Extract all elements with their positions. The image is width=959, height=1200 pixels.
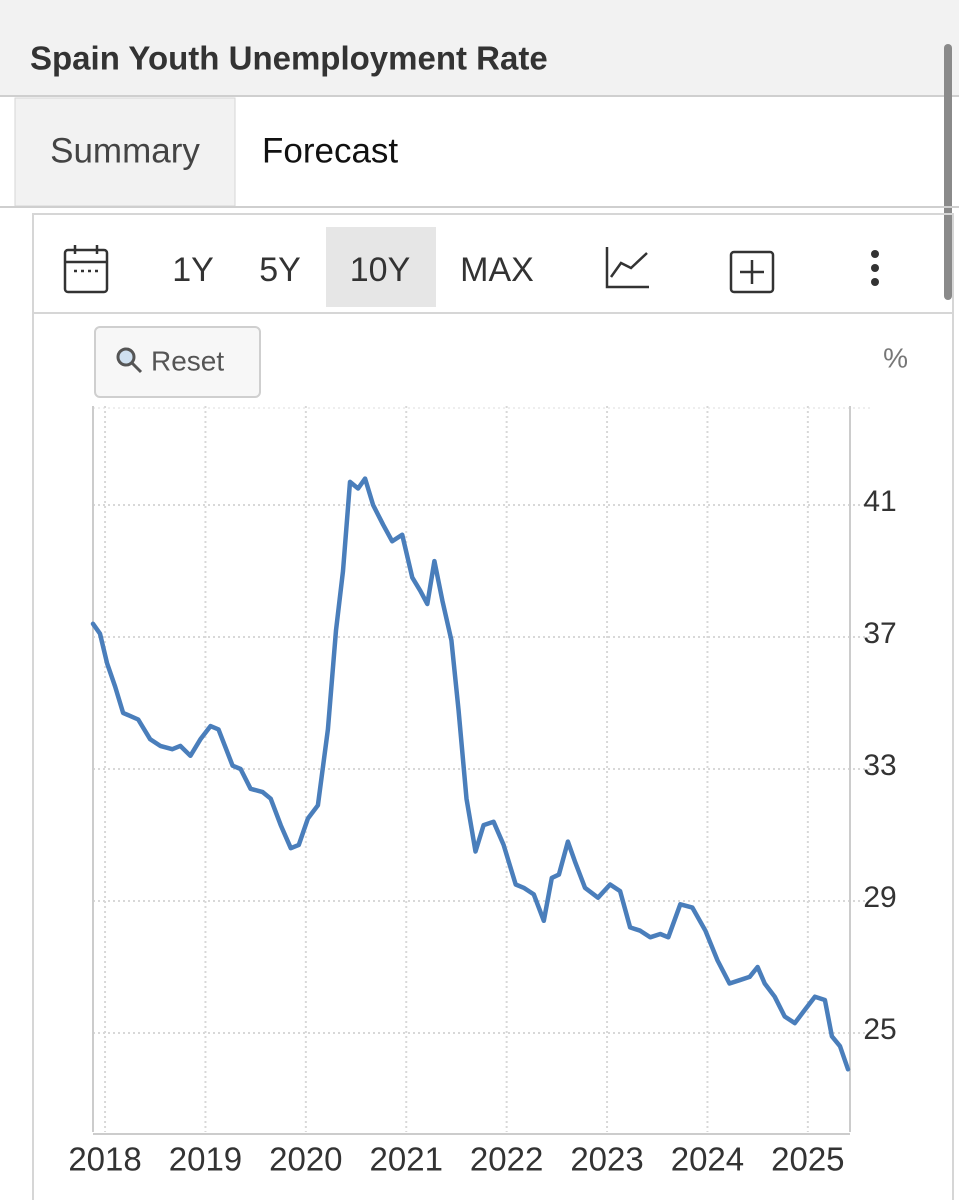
- x-tick-label: 2022: [470, 1141, 543, 1178]
- range-selected-bg: [326, 227, 436, 307]
- y-tick-label: 29: [863, 881, 896, 914]
- y-tick-label: 37: [863, 617, 896, 650]
- x-tick-label: 2019: [169, 1141, 242, 1178]
- y-tick-label: 41: [863, 485, 896, 518]
- chart-panel: [32, 213, 954, 1200]
- x-tick-label: 2025: [771, 1141, 844, 1178]
- x-tick-label: 2021: [370, 1141, 443, 1178]
- range-button[interactable]: 10Y: [350, 251, 411, 289]
- range-button[interactable]: 5Y: [259, 251, 301, 289]
- y-tick-label: 33: [863, 749, 896, 782]
- data-line: [90, 476, 851, 1072]
- calendar-icon[interactable]: [63, 245, 109, 294]
- page-title: Spain Youth Unemployment Rate: [30, 40, 548, 77]
- y-tick-label: 25: [863, 1013, 896, 1046]
- scrollbar: [944, 44, 952, 300]
- range-button[interactable]: 1Y: [172, 251, 214, 289]
- tab[interactable]: Summary: [50, 131, 200, 170]
- x-tick-label: 2024: [671, 1141, 744, 1178]
- chart-type-icon[interactable]: [605, 247, 649, 289]
- range-button[interactable]: MAX: [460, 251, 534, 289]
- reset-label[interactable]: Reset: [151, 345, 224, 376]
- more-icon[interactable]: [871, 250, 879, 286]
- reset-button[interactable]: [94, 326, 261, 398]
- tab-summary-bg[interactable]: [14, 97, 236, 207]
- zoom-icon: [116, 347, 143, 374]
- unit-label: %: [883, 342, 908, 373]
- add-icon[interactable]: [729, 250, 775, 294]
- tab[interactable]: Forecast: [262, 131, 398, 170]
- x-tick-label: 2020: [269, 1141, 342, 1178]
- x-tick-label: 2018: [68, 1141, 141, 1178]
- x-tick-label: 2023: [570, 1141, 643, 1178]
- header-bar: [0, 0, 959, 96]
